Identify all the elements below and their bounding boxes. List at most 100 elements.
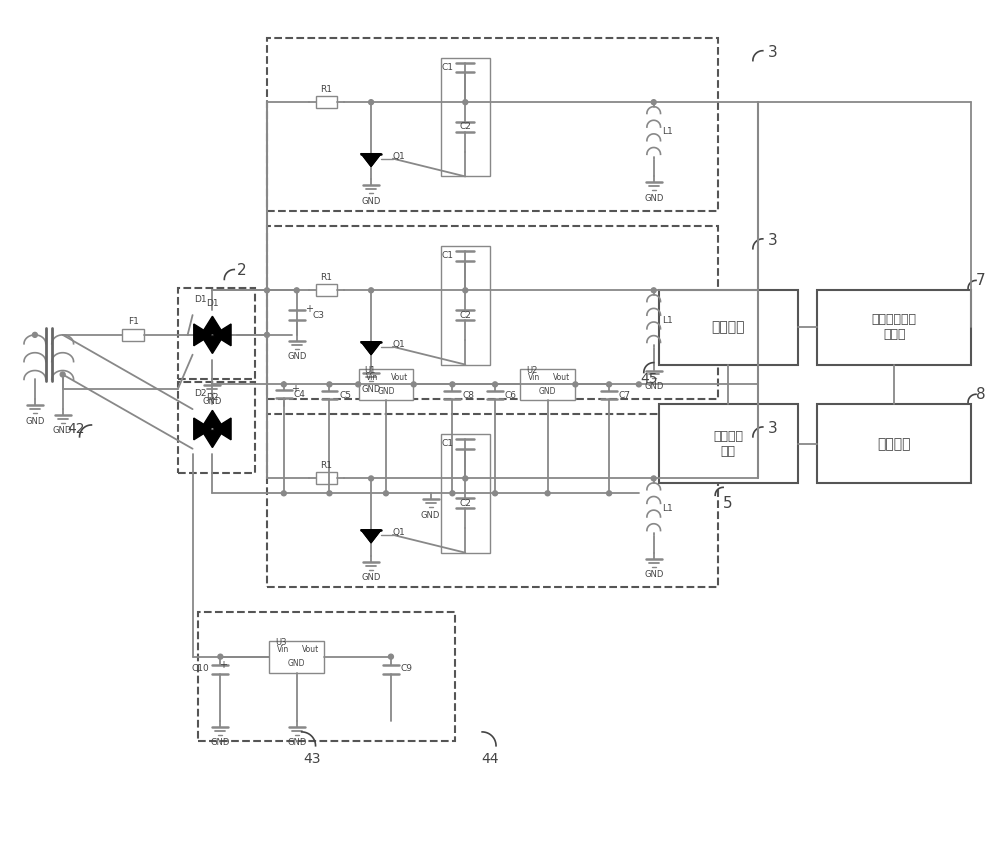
Text: 45: 45 <box>640 372 658 387</box>
Text: GND: GND <box>377 387 395 396</box>
Text: GND: GND <box>361 573 381 582</box>
Text: C3: C3 <box>313 311 325 320</box>
Circle shape <box>327 491 332 495</box>
Text: GND: GND <box>203 397 222 406</box>
Text: C5: C5 <box>339 391 351 400</box>
Text: 44: 44 <box>481 752 499 766</box>
Circle shape <box>327 381 332 387</box>
Bar <box>178 382 255 473</box>
Circle shape <box>383 491 388 495</box>
Bar <box>316 473 337 484</box>
Text: U2: U2 <box>526 366 538 375</box>
Text: 5: 5 <box>723 495 733 511</box>
Circle shape <box>463 288 468 293</box>
Circle shape <box>264 333 269 338</box>
Circle shape <box>651 100 656 105</box>
Bar <box>659 404 798 484</box>
Text: U3: U3 <box>275 638 287 647</box>
Polygon shape <box>202 410 223 428</box>
Polygon shape <box>361 154 381 166</box>
Text: GND: GND <box>287 352 306 361</box>
Text: R1: R1 <box>320 84 332 94</box>
Text: GND: GND <box>361 385 381 394</box>
Text: U1: U1 <box>365 366 376 375</box>
Text: D2: D2 <box>206 392 219 402</box>
Bar <box>178 289 255 380</box>
Text: D1: D1 <box>206 299 219 308</box>
Circle shape <box>450 491 455 495</box>
Text: Q1: Q1 <box>392 152 405 161</box>
Text: +: + <box>219 659 227 669</box>
Text: Q1: Q1 <box>392 528 405 538</box>
Text: C2: C2 <box>459 499 471 508</box>
Circle shape <box>369 476 374 481</box>
Text: +: + <box>305 304 313 314</box>
Text: C6: C6 <box>505 391 517 400</box>
Text: 8: 8 <box>976 387 986 402</box>
Circle shape <box>32 333 37 338</box>
Circle shape <box>369 100 374 105</box>
Circle shape <box>450 381 455 387</box>
Text: 触发模块: 触发模块 <box>711 321 745 334</box>
Text: L1: L1 <box>662 316 673 324</box>
Text: R1: R1 <box>320 461 332 470</box>
Bar <box>441 434 490 553</box>
Circle shape <box>411 381 416 387</box>
Text: 7: 7 <box>976 273 986 288</box>
Circle shape <box>545 491 550 495</box>
Text: D2: D2 <box>194 389 207 398</box>
Text: 触发控制
模块: 触发控制 模块 <box>713 430 743 457</box>
Text: GND: GND <box>53 426 72 436</box>
Text: Vout: Vout <box>391 373 408 382</box>
Text: C8: C8 <box>462 391 474 400</box>
Text: GND: GND <box>421 511 440 520</box>
Bar <box>817 290 971 365</box>
Text: D1: D1 <box>194 295 207 304</box>
Text: C7: C7 <box>619 391 631 400</box>
Text: 3: 3 <box>768 421 778 436</box>
Text: 发射与标签检
测模块: 发射与标签检 测模块 <box>872 313 917 342</box>
Text: +: + <box>291 384 299 394</box>
Circle shape <box>356 381 361 387</box>
Text: 2: 2 <box>237 263 247 278</box>
Circle shape <box>607 491 612 495</box>
Text: C1: C1 <box>441 63 453 72</box>
Text: 通讯模块: 通讯模块 <box>877 437 911 451</box>
Text: 42: 42 <box>67 422 84 436</box>
Text: GND: GND <box>361 197 381 206</box>
Text: GND: GND <box>644 381 663 391</box>
Bar <box>316 96 337 108</box>
Polygon shape <box>202 316 223 333</box>
Text: Vin: Vin <box>366 373 378 382</box>
Text: Vin: Vin <box>528 373 540 382</box>
Bar <box>441 246 490 365</box>
Text: Vin: Vin <box>277 645 289 654</box>
Text: C10: C10 <box>192 664 209 673</box>
Bar <box>441 57 490 176</box>
Polygon shape <box>361 530 381 543</box>
Text: C1: C1 <box>441 252 453 260</box>
Circle shape <box>636 381 641 387</box>
Text: GND: GND <box>211 738 230 747</box>
Circle shape <box>281 491 286 495</box>
Circle shape <box>573 381 578 387</box>
Circle shape <box>651 288 656 293</box>
Circle shape <box>463 100 468 105</box>
Text: L1: L1 <box>662 127 673 137</box>
Text: GND: GND <box>644 570 663 579</box>
Bar <box>269 641 324 673</box>
Circle shape <box>281 381 286 387</box>
Text: 3: 3 <box>768 46 778 60</box>
Text: C4: C4 <box>294 390 306 398</box>
Polygon shape <box>361 342 381 354</box>
Polygon shape <box>214 324 231 346</box>
Text: L1: L1 <box>662 504 673 512</box>
Bar <box>267 38 718 211</box>
Circle shape <box>60 372 65 377</box>
Text: GND: GND <box>644 194 663 203</box>
Text: GND: GND <box>288 659 305 668</box>
Polygon shape <box>194 418 211 440</box>
Bar <box>359 369 413 400</box>
Polygon shape <box>194 324 211 346</box>
Circle shape <box>607 381 612 387</box>
